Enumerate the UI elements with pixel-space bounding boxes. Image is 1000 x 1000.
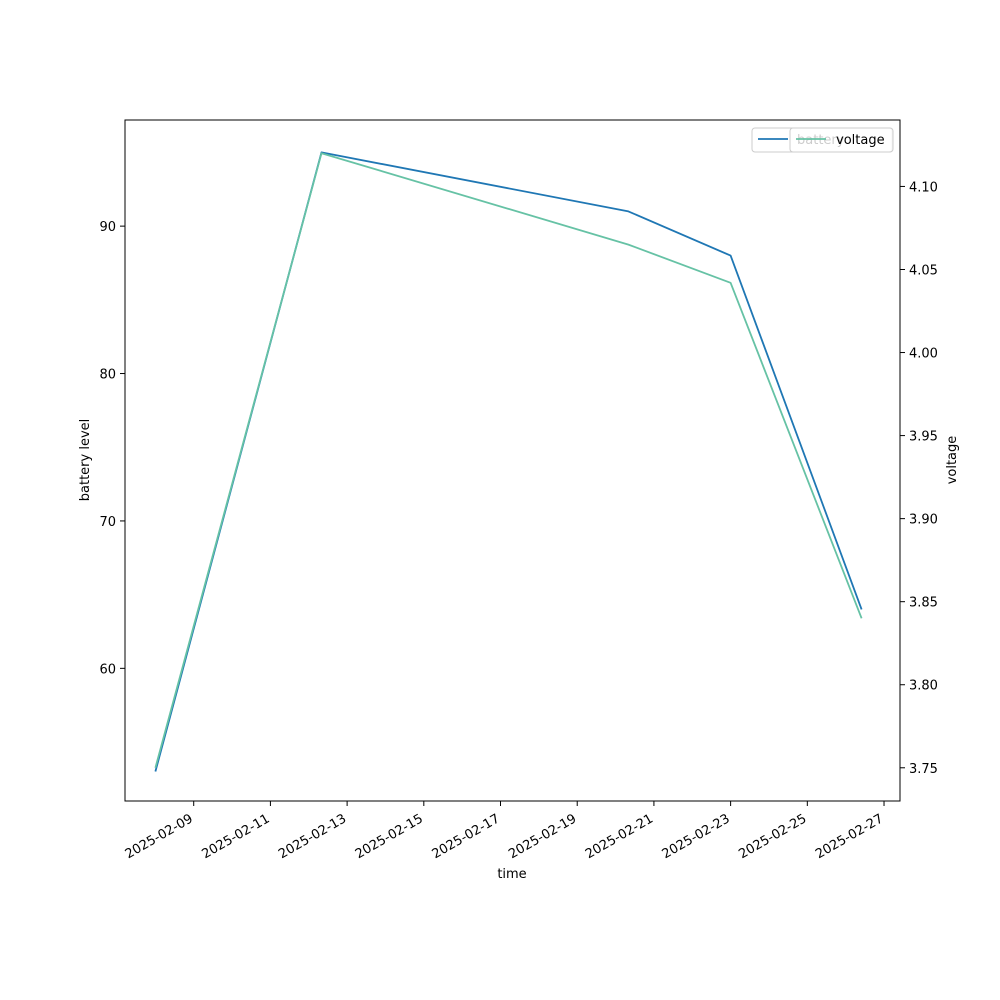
y-axis-label: battery level	[78, 419, 93, 502]
y2-tick-label: 3.95	[909, 430, 938, 445]
y2-tick-label: 3.75	[909, 762, 938, 777]
series-line-voltage	[154, 152, 863, 769]
y-tick-label: 90	[99, 220, 116, 235]
y-axis-right: 3.75 3.80 3.85 3.90 3.95 4.00 4.05 4.10	[900, 180, 938, 777]
y2-tick-label: 3.90	[909, 513, 938, 528]
x-axis-label: time	[497, 867, 526, 882]
y2-tick-label: 4.05	[909, 263, 938, 278]
y-axis-left: 60 70 80 90	[99, 220, 125, 677]
series-layer	[154, 151, 863, 772]
y-tick-label: 60	[99, 662, 116, 677]
legend-voltage: voltage	[789, 127, 894, 153]
y2-tick-label: 4.00	[909, 347, 938, 362]
legend-frame	[789, 127, 894, 153]
legend-label-voltage: voltage	[836, 133, 885, 148]
plot-frame	[124, 119, 901, 802]
y2-tick-label: 3.80	[909, 679, 938, 694]
y-tick-label: 70	[99, 515, 116, 530]
y2-axis-label: voltage	[945, 436, 960, 485]
y2-tick-label: 4.10	[909, 180, 938, 195]
y-tick-label: 80	[99, 368, 116, 383]
y2-tick-label: 3.85	[909, 596, 938, 611]
